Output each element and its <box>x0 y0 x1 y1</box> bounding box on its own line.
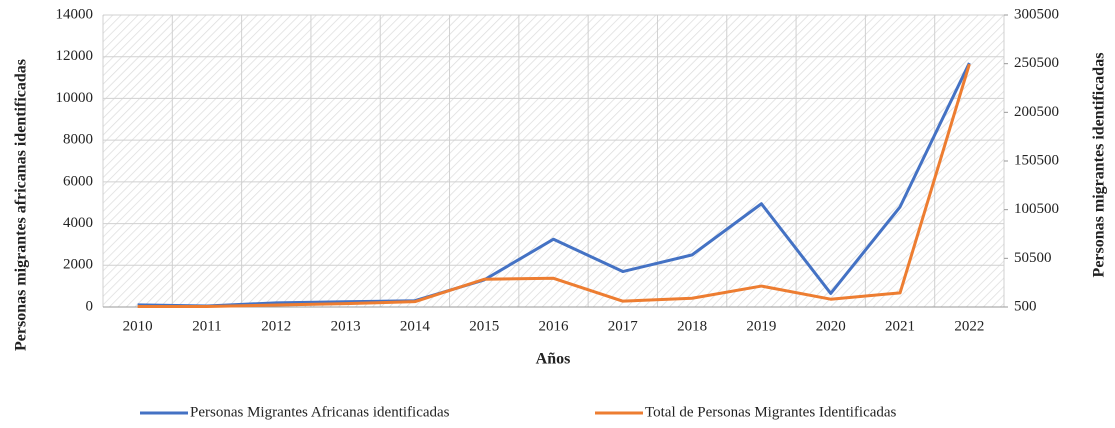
legend-label: Total de Personas Migrantes Identificada… <box>645 404 897 420</box>
x-tick-label: 2017 <box>608 318 639 334</box>
y2-tick-label: 300500 <box>1014 6 1059 22</box>
y2-tick-label: 200500 <box>1014 104 1059 120</box>
y-axis-label: Personas migrantes africanas identificad… <box>13 59 30 351</box>
x-axis-label: Años <box>536 351 571 368</box>
y-tick-label: 10000 <box>56 90 94 106</box>
y2-axis-label: Personas migrantes identificadas <box>1091 53 1108 278</box>
y-tick-label: 8000 <box>63 132 93 148</box>
x-tick-label: 2022 <box>954 318 984 334</box>
plot-background <box>103 15 1004 307</box>
y2-tick-label: 250500 <box>1014 55 1059 71</box>
legend-label: Personas Migrantes Africanas identificad… <box>190 404 450 420</box>
y2-tick-label: 150500 <box>1014 152 1059 168</box>
x-tick-label: 2014 <box>400 318 431 334</box>
y2-tick-label: 100500 <box>1014 201 1059 217</box>
y-tick-label: 0 <box>86 298 94 314</box>
y-tick-label: 12000 <box>56 48 94 64</box>
x-tick-label: 2018 <box>677 318 707 334</box>
y-tick-label: 6000 <box>63 173 93 189</box>
x-tick-label: 2011 <box>192 318 221 334</box>
y-tick-label: 4000 <box>63 215 93 231</box>
x-tick-label: 2010 <box>123 318 153 334</box>
y-tick-label: 2000 <box>63 257 93 273</box>
x-tick-label: 2015 <box>469 318 499 334</box>
x-tick-label: 2021 <box>885 318 915 334</box>
y2-tick-label: 500 <box>1014 298 1037 314</box>
x-tick-label: 2019 <box>746 318 776 334</box>
series-line <box>137 62 971 308</box>
y2-tick-label: 50500 <box>1014 250 1052 266</box>
x-tick-label: 2012 <box>261 318 291 334</box>
x-tick-label: 2013 <box>331 318 361 334</box>
x-tick-label: 2020 <box>816 318 846 334</box>
series-line <box>137 63 971 309</box>
y-tick-label: 14000 <box>56 6 94 22</box>
x-tick-label: 2016 <box>539 318 570 334</box>
